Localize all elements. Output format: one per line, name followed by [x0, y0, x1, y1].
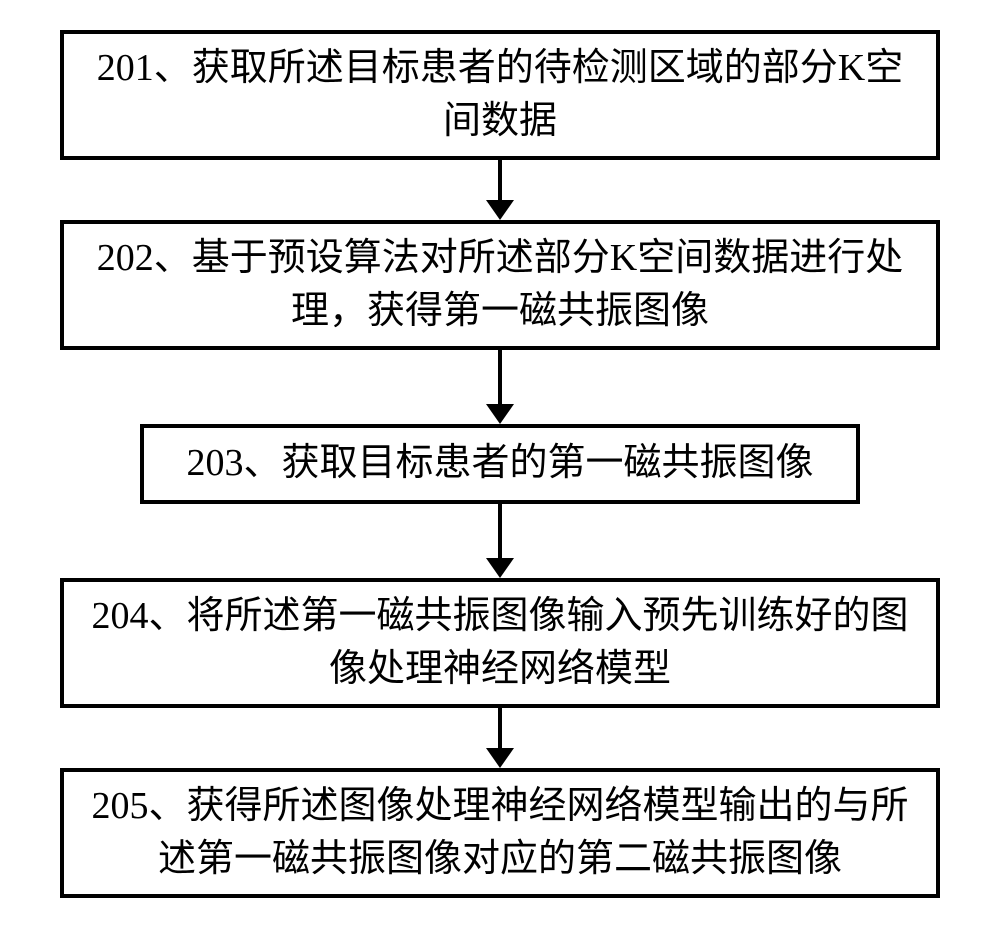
- arrow-203-204: [486, 504, 514, 578]
- step-201-box: 201、获取所述目标患者的待检测区域的部分K空间数据: [60, 30, 940, 160]
- step-204-text: 204、将所述第一磁共振图像输入预先训练好的图像处理神经网络模型: [84, 590, 916, 696]
- step-204-box: 204、将所述第一磁共振图像输入预先训练好的图像处理神经网络模型: [60, 578, 940, 708]
- step-202-box: 202、基于预设算法对所述部分K空间数据进行处理，获得第一磁共振图像: [60, 220, 940, 350]
- step-203-text: 203、获取目标患者的第一磁共振图像: [186, 437, 813, 490]
- arrow-202-203: [486, 350, 514, 424]
- step-202-text: 202、基于预设算法对所述部分K空间数据进行处理，获得第一磁共振图像: [84, 232, 916, 338]
- step-205-text: 205、获得所述图像处理神经网络模型输出的与所述第一磁共振图像对应的第二磁共振图…: [84, 780, 916, 886]
- arrow-201-202: [486, 160, 514, 220]
- arrow-204-205: [486, 708, 514, 768]
- step-203-box: 203、获取目标患者的第一磁共振图像: [140, 424, 860, 504]
- step-201-text: 201、获取所述目标患者的待检测区域的部分K空间数据: [84, 42, 916, 148]
- step-205-box: 205、获得所述图像处理神经网络模型输出的与所述第一磁共振图像对应的第二磁共振图…: [60, 768, 940, 898]
- flowchart-container: 201、获取所述目标患者的待检测区域的部分K空间数据 202、基于预设算法对所述…: [60, 30, 940, 898]
